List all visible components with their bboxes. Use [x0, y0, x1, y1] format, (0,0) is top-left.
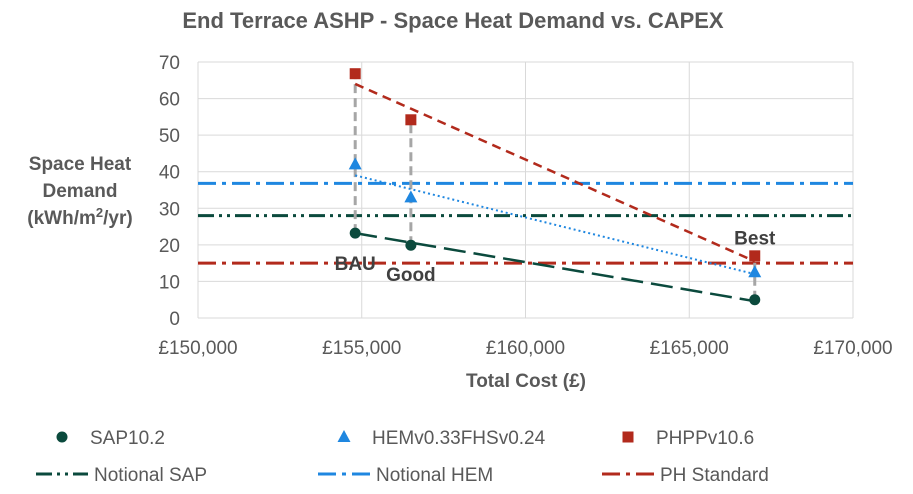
data-point: [348, 157, 362, 170]
trend-line: [354, 82, 756, 263]
legend-label: HEMv0.33FHSv0.24: [372, 428, 546, 449]
x-tick-label: £165,000: [650, 338, 729, 359]
legend-label: PH Standard: [660, 465, 769, 486]
data-point: [748, 265, 762, 278]
y-axis-title-line: (kWh/m2/yr): [27, 205, 132, 229]
x-tick-label: £170,000: [813, 338, 892, 359]
legend-label: SAP10.2: [90, 428, 165, 449]
x-axis-title: Total Cost (£): [466, 371, 586, 392]
y-axis-title-line: Demand: [43, 181, 118, 202]
data-point: [749, 294, 761, 306]
data-point: [405, 114, 417, 126]
reference-lines: [198, 181, 853, 265]
x-tick-label: £160,000: [486, 338, 565, 359]
y-tick-label: 10: [159, 272, 180, 293]
grid: [197, 61, 854, 319]
legend-marker: [622, 431, 634, 443]
legend-label: Notional HEM: [376, 465, 493, 486]
legend-label: Notional SAP: [94, 465, 207, 486]
y-axis-title-line: Space Heat: [29, 154, 132, 175]
point-annotation: BAU: [335, 254, 376, 275]
data-point: [404, 190, 418, 203]
legend-marker: [337, 430, 351, 442]
legend-label: PHPPv10.6: [656, 428, 754, 449]
data-point: [749, 250, 761, 262]
data-point: [405, 239, 417, 251]
y-tick-label: 30: [159, 199, 180, 220]
annotations: BAU Good Best: [335, 229, 776, 287]
point-annotation: Best: [734, 229, 776, 250]
point-annotation: Good: [386, 265, 436, 286]
y-tick-label: 20: [159, 236, 180, 257]
y-axis-title: Space Heat Demand (kWh/m2/yr): [27, 154, 132, 229]
legend: SAP10.2 HEMv0.33FHSv0.24 PHPPv10.6 Notional…: [36, 428, 769, 486]
x-tick-label: £150,000: [158, 338, 237, 359]
data-point: [349, 227, 361, 239]
y-tick-label: 0: [169, 309, 180, 330]
trend-line: [354, 231, 755, 303]
y-tick-label: 40: [159, 163, 180, 184]
data-points: [348, 68, 762, 306]
x-tick-label: £155,000: [322, 338, 401, 359]
tick-labels: 0 10 20 30 40 50 60 70 £150,000 £155,000 £160,000 £…: [158, 53, 892, 359]
trend-line: [354, 174, 755, 276]
y-tick-label: 60: [159, 90, 180, 111]
legend-marker: [56, 431, 68, 443]
y-tick-label: 70: [159, 53, 180, 74]
y-tick-label: 50: [159, 126, 180, 147]
chart-title: End Terrace ASHP - Space Heat Demand vs.…: [182, 8, 724, 33]
trend-lines: [354, 82, 756, 303]
data-point: [349, 68, 361, 80]
drop-lines: [353, 73, 757, 300]
